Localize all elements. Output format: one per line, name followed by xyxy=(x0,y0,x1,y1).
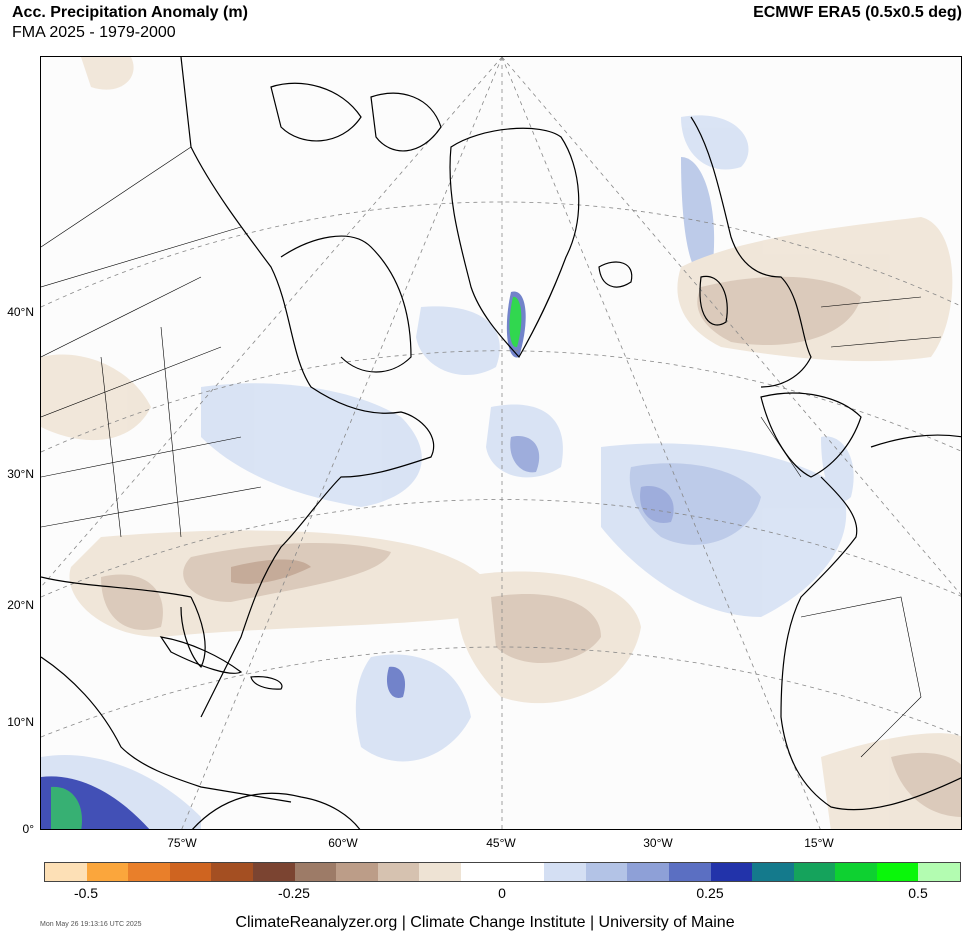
colorbar-swatch xyxy=(544,863,586,881)
data-source: ECMWF ERA5 (0.5x0.5 deg) xyxy=(753,4,962,21)
anomaly-region xyxy=(355,654,471,762)
anomaly-region xyxy=(697,276,861,345)
colorbar-swatch xyxy=(294,863,337,881)
map-subtitle: FMA 2025 - 1979-2000 xyxy=(12,24,176,41)
colorbar-swatch xyxy=(86,863,129,881)
colorbar-tick-label: 0.5 xyxy=(908,885,928,901)
colorbar-swatch xyxy=(128,863,170,881)
central-america-coast xyxy=(41,656,292,803)
lon-label: 45°W xyxy=(486,836,516,850)
colorbar-tick-label: 0 xyxy=(498,885,506,901)
colorbar xyxy=(44,862,962,882)
anomaly-region xyxy=(101,574,163,630)
colorbar-swatch xyxy=(169,863,212,881)
colorbar-swatch xyxy=(336,863,378,881)
anomaly-region xyxy=(416,306,500,376)
anomaly-region xyxy=(681,157,715,279)
anomaly-region xyxy=(51,786,82,829)
colorbar-swatch xyxy=(460,863,503,881)
anomaly-region xyxy=(491,593,601,664)
anomaly-region xyxy=(640,486,674,523)
map-canvas xyxy=(41,57,961,829)
colorbar-swatch xyxy=(211,863,253,881)
colorbar-swatch xyxy=(419,863,461,881)
anomaly-region xyxy=(81,57,134,90)
cuba-outline xyxy=(159,636,243,674)
iceland-outline xyxy=(598,261,633,288)
political-boundaries xyxy=(41,146,942,758)
lon-label: 30°W xyxy=(643,836,673,850)
hispaniola-outline xyxy=(250,676,283,690)
anomaly-region xyxy=(510,436,540,473)
europe-coast xyxy=(690,116,812,388)
colorbar-swatch xyxy=(252,863,295,881)
map-panel xyxy=(40,56,962,830)
arctic-islands xyxy=(370,92,442,152)
lon-label: 75°W xyxy=(167,836,197,850)
north-america-coast xyxy=(180,57,435,718)
lon-label: 15°W xyxy=(804,836,834,850)
labrador-coast xyxy=(280,235,412,373)
anomaly-region xyxy=(629,463,761,545)
colorbar-tick-label: -0.25 xyxy=(278,885,310,901)
anomaly-shading xyxy=(41,57,961,829)
colorbar-swatch xyxy=(377,863,420,881)
colorbar-swatch xyxy=(502,863,545,881)
lat-label: 40°N xyxy=(7,305,34,319)
anomaly-region xyxy=(41,354,151,441)
colorbar-swatch xyxy=(627,863,669,881)
colorbar-swatch xyxy=(876,863,919,881)
colorbar-swatch xyxy=(752,863,794,881)
anomaly-region xyxy=(386,666,406,698)
coastlines xyxy=(41,57,961,829)
british-isles-outline xyxy=(699,275,728,326)
colorbar-tick-label: 0.25 xyxy=(696,885,724,901)
colorbar-swatch xyxy=(918,863,961,881)
timestamp: Mon May 26 19:13:16 UTC 2025 xyxy=(40,921,142,928)
anomaly-region xyxy=(231,559,311,584)
anomaly-region xyxy=(891,752,961,817)
credit-line: ClimateReanalyzer.org | Climate Change I… xyxy=(235,914,735,931)
colorbar-swatch xyxy=(835,863,877,881)
africa-coast xyxy=(780,476,961,811)
graticule xyxy=(41,57,961,829)
iberia-outline xyxy=(760,392,862,478)
map-title: Acc. Precipitation Anomaly (m) xyxy=(12,4,248,21)
florida-outline xyxy=(180,596,206,669)
arctic-islands xyxy=(270,82,362,142)
anomaly-region xyxy=(509,296,522,348)
colorbar-swatch xyxy=(45,863,87,881)
colorbar-swatch xyxy=(668,863,711,881)
gulf-coast xyxy=(41,576,192,598)
lat-label: 10°N xyxy=(7,715,34,729)
lon-label: 60°W xyxy=(328,836,358,850)
greenland-outline xyxy=(449,127,580,359)
colorbar-swatch xyxy=(585,863,628,881)
colorbar-swatch xyxy=(710,863,753,881)
anomaly-region xyxy=(201,383,422,507)
colorbar-tick-label: -0.5 xyxy=(73,885,99,901)
south-america-coast xyxy=(192,792,361,829)
lat-label: 0° xyxy=(22,822,34,836)
lat-label: 20°N xyxy=(7,598,34,612)
lat-label: 30°N xyxy=(7,467,34,481)
mediterranean-coast xyxy=(870,434,961,448)
colorbar-swatch xyxy=(793,863,836,881)
